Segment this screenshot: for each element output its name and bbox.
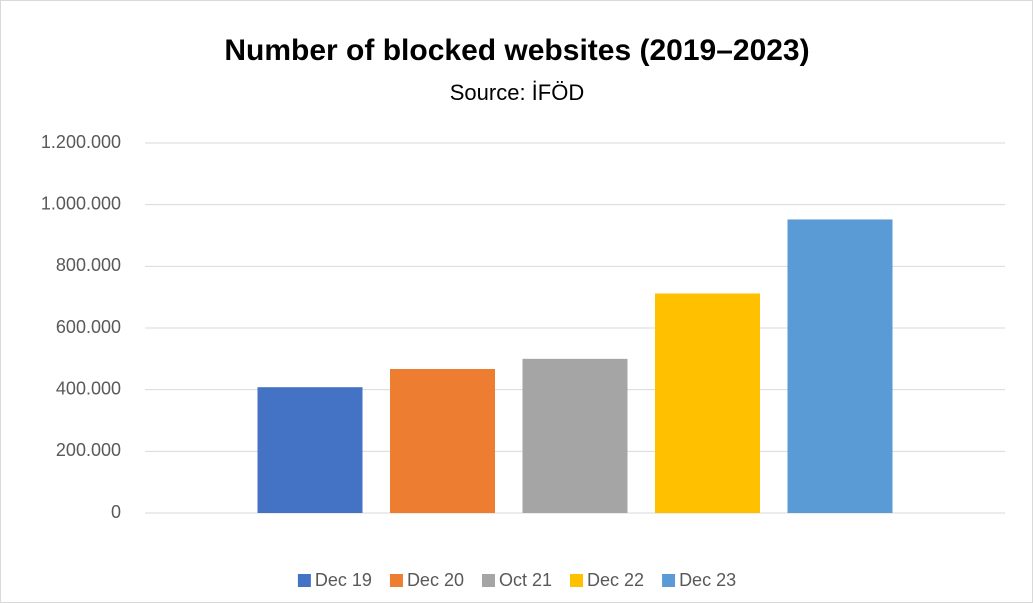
chart-title: Number of blocked websites (2019–2023) [224, 34, 809, 67]
y-tick-label: 400.000 [56, 378, 121, 398]
y-tick-label: 200.000 [56, 440, 121, 460]
legend-label: Dec 19 [315, 570, 372, 590]
y-tick-label: 1.200.000 [41, 132, 121, 152]
y-tick-label: 1.000.000 [41, 193, 121, 213]
bar [522, 358, 628, 513]
legend-label: Dec 23 [679, 570, 736, 590]
y-tick-label: 800.000 [56, 255, 121, 275]
legend-label: Oct 21 [499, 570, 552, 590]
y-tick-label: 0 [111, 502, 121, 522]
bar [390, 369, 495, 513]
legend-swatch [297, 574, 311, 587]
bar [787, 219, 893, 513]
y-tick-label: 600.000 [56, 317, 121, 337]
legend-swatch [481, 574, 495, 587]
legend-label: Dec 20 [407, 570, 464, 590]
bar [257, 387, 363, 513]
chart-subtitle: Source: İFÖD [450, 80, 584, 105]
legend-swatch [662, 574, 676, 587]
legend-swatch [389, 574, 403, 587]
legend-label: Dec 22 [587, 570, 644, 590]
legend-swatch [570, 574, 584, 587]
bar [655, 293, 760, 513]
